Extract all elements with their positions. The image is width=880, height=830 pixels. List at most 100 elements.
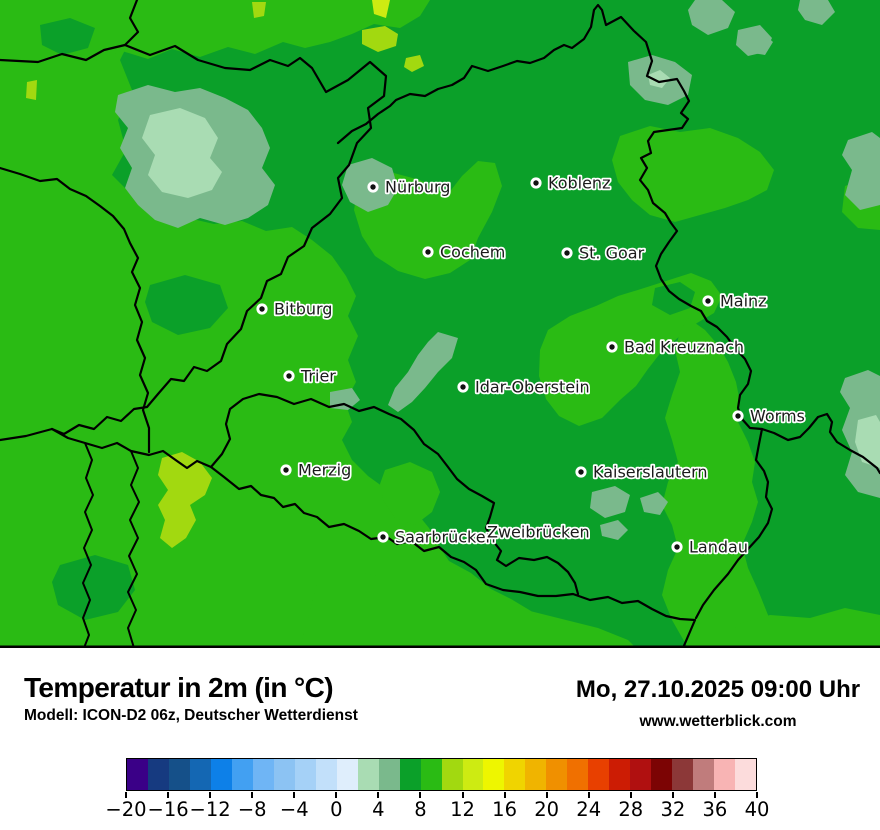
colorbar-cell	[735, 759, 757, 790]
cool-green-accents	[40, 18, 695, 620]
city-marker	[533, 180, 539, 186]
colorbar-tick-label: 8	[414, 798, 427, 821]
colorbar-tick-label: −20	[105, 798, 147, 821]
colorbar-cell	[273, 759, 295, 790]
colorbar-cell	[714, 759, 736, 790]
colorbar-tick-label: 4	[372, 798, 385, 821]
colorbar-tick	[209, 792, 212, 798]
colorbar-cell	[357, 759, 379, 790]
city-marker	[735, 413, 741, 419]
city-label: St. Goar	[579, 244, 645, 263]
border-line	[0, 166, 151, 454]
forecast-datetime: Mo, 27.10.2025 09:00 Uhr	[575, 676, 861, 703]
city-label: Koblenz	[548, 174, 610, 193]
city-marker	[705, 298, 711, 304]
colorbar-tick	[167, 792, 170, 798]
terrain-patch	[590, 486, 630, 518]
terrain-patch	[652, 282, 695, 315]
terrain-patch	[372, 0, 390, 18]
colorbar-tick-label: 20	[534, 798, 560, 821]
colorbar-tick	[377, 792, 380, 798]
terrain-patch	[688, 0, 735, 35]
colorbar-tick	[503, 792, 506, 798]
city-marker	[370, 184, 376, 190]
border-line	[336, 3, 880, 475]
terrain-patch	[855, 415, 880, 468]
colorbar-tick-label: −8	[237, 798, 267, 821]
colorbar-tick	[125, 792, 127, 798]
border-line	[209, 392, 580, 596]
terrain-patch	[600, 520, 628, 540]
city-label: Idar-Oberstein	[475, 378, 590, 397]
city-marker	[578, 469, 584, 475]
city-label: Bad Kreuznach	[624, 338, 744, 357]
terrain-patch	[740, 32, 773, 55]
terrain-patch	[640, 492, 668, 515]
colorbar-cell	[294, 759, 316, 790]
terrain-patch	[735, 608, 880, 648]
temperature-colorbar	[126, 758, 757, 791]
colorbar-cell	[672, 759, 694, 790]
city-marker	[564, 250, 570, 256]
terrain-patch	[40, 18, 95, 55]
terrain-patch	[0, 0, 553, 648]
terrain-patch	[0, 0, 430, 61]
colorbar-tick-label: 12	[450, 798, 475, 821]
page-title: Temperatur in 2m (in °C)	[24, 672, 334, 703]
city-label: Merzig	[298, 461, 351, 480]
colorbar-tick	[629, 792, 632, 798]
colorbar-tick-label: 0	[330, 798, 343, 821]
colorbar-tick-label: 40	[744, 798, 770, 821]
colorbar-tick-label: 36	[702, 798, 728, 821]
border-line	[0, 427, 54, 442]
city-label: Zweibrücken	[487, 523, 590, 542]
city-label: Kaiserslautern	[593, 463, 708, 482]
colorbar-tick-label: −16	[147, 798, 189, 821]
colorbar-cell	[693, 759, 715, 790]
website-url: www.wetterblick.com	[639, 713, 797, 730]
colorbar-cell	[630, 759, 652, 790]
border-line	[127, 450, 140, 648]
colorbar-cell	[147, 759, 169, 790]
terrain-patch	[362, 26, 398, 52]
terrain-patch	[252, 2, 266, 18]
terrain-patch	[145, 275, 228, 335]
colorbar-cell	[651, 759, 673, 790]
city-label: Mainz	[720, 292, 767, 311]
colorbar-tick	[293, 792, 296, 798]
terrain-patch	[388, 332, 458, 412]
terrain-patch	[380, 462, 440, 525]
colorbar-cell	[378, 759, 400, 790]
colorbar-cell	[168, 759, 190, 790]
colorbar-cell	[441, 759, 463, 790]
city-label: Trier	[300, 367, 336, 386]
colorbar-cell	[210, 759, 232, 790]
colorbar-tick	[461, 792, 464, 798]
colorbar-cell	[189, 759, 211, 790]
city-label: Saarbrücken	[395, 528, 496, 547]
colorbar-cell	[252, 759, 274, 790]
city-label: Bitburg	[274, 300, 332, 319]
city-marker	[380, 534, 386, 540]
colorbar-cell	[483, 759, 505, 790]
warm-green-regions	[0, 0, 880, 648]
colorbar-tick-label: 16	[492, 798, 518, 821]
terrain-patch	[648, 70, 670, 88]
border-lines	[0, 0, 880, 648]
terrain-patch	[798, 0, 835, 25]
colorbar-tick-label: 28	[618, 798, 644, 821]
terrain-patch	[842, 132, 880, 210]
colorbar-cell	[525, 759, 547, 790]
city-marker	[259, 306, 265, 312]
model-subtitle: Modell: ICON-D2 06z, Deutscher Wetterdie…	[24, 707, 358, 724]
terrain-patch	[612, 126, 774, 222]
terrain-patch	[662, 318, 775, 648]
colorbar-cell	[336, 759, 358, 790]
colorbar-cell	[420, 759, 442, 790]
border-line	[50, 427, 697, 648]
colorbar-cell	[462, 759, 484, 790]
city-marker	[425, 249, 431, 255]
colorbar-tick-label: 24	[576, 798, 602, 821]
colorbar-cell	[567, 759, 589, 790]
city-marker	[286, 373, 292, 379]
